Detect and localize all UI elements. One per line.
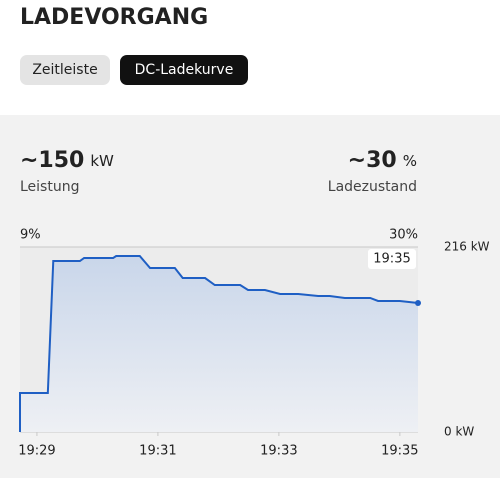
x-tick-label: 19:29: [18, 444, 55, 459]
tab-label[interactable]: DC-Ladekurve: [135, 62, 234, 78]
cursor-box: [368, 249, 416, 269]
stat-value: ~30%: [348, 148, 417, 173]
end-point: [415, 300, 421, 307]
tab[interactable]: [20, 55, 110, 85]
area: [20, 255, 418, 432]
x-tick-label: 19:33: [260, 444, 297, 459]
stat-unit: %: [403, 152, 417, 170]
stat-number: ~30: [348, 148, 397, 173]
stat-label: Ladezustand: [328, 179, 417, 195]
tab-active[interactable]: [120, 55, 248, 85]
tab-label[interactable]: Zeitleiste: [32, 62, 97, 78]
soc-start: 9%: [20, 228, 41, 243]
stat-number: ~150: [20, 148, 84, 173]
stat-label: Leistung: [20, 179, 79, 195]
line: [19, 254, 419, 432]
y-tick-label: 216 kW: [444, 240, 490, 254]
stat-unit: kW: [90, 152, 114, 170]
cursor-label: 19:35: [373, 252, 410, 267]
y-tick-label: 0 kW: [444, 425, 474, 439]
page-title: LADEVORGANG: [20, 5, 208, 30]
x-tick-label: 19:35: [381, 444, 418, 459]
chart: 216 kW 0 kW 19:29 19:31 19:33 19:35 9% 30% 19:35: [18, 228, 489, 459]
x-tick-label: 19:31: [139, 444, 176, 459]
soc-end: 30%: [389, 228, 418, 243]
stat-value: ~150 kW: [20, 148, 114, 173]
